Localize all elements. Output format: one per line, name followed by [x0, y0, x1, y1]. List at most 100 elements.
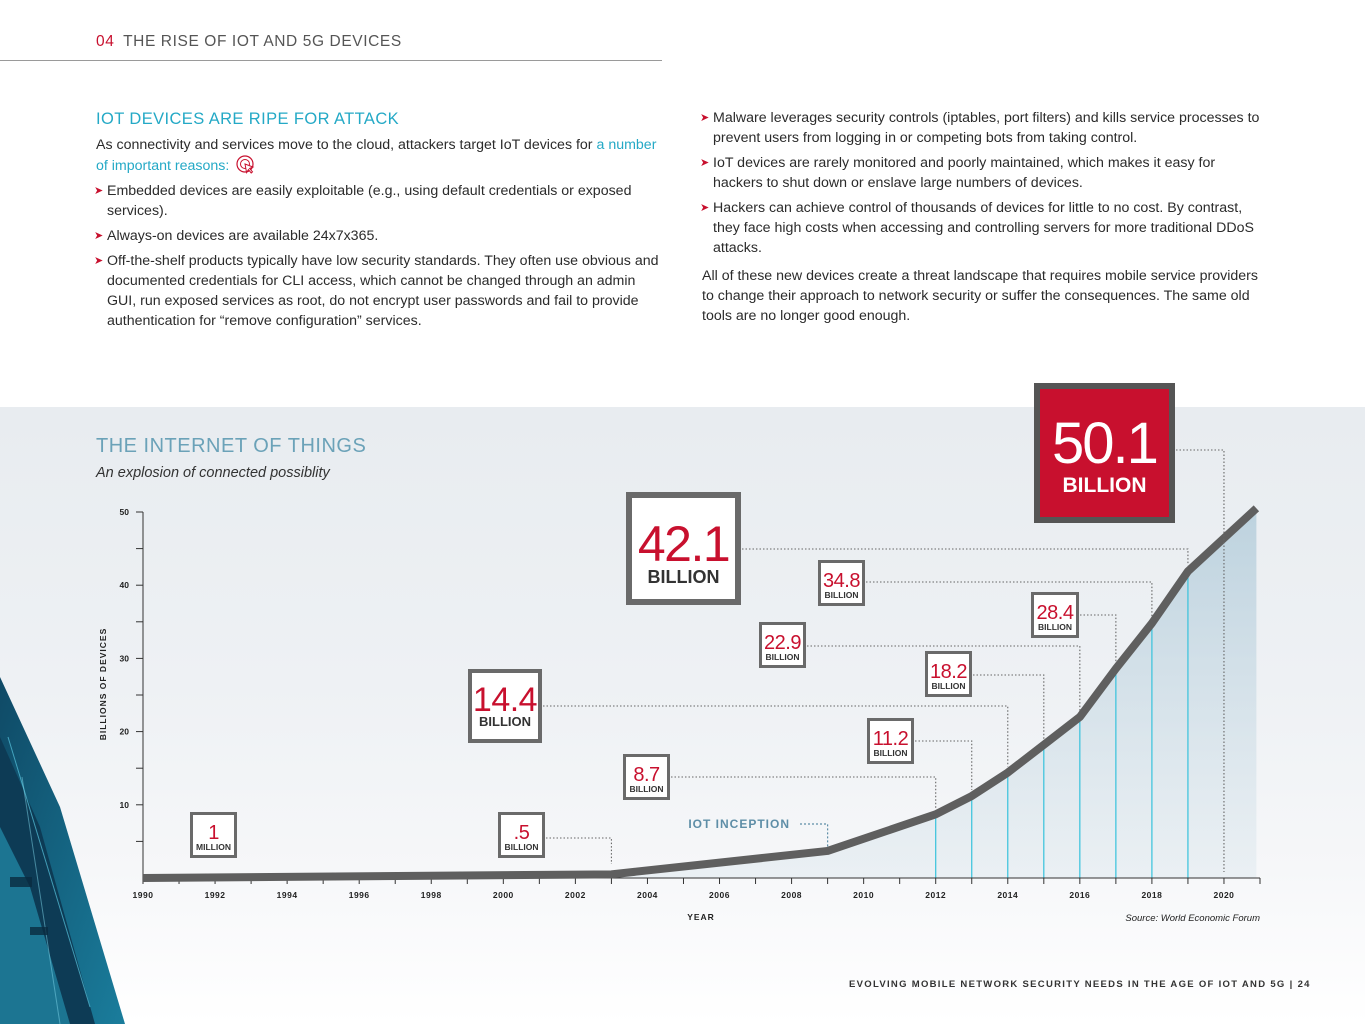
x-axis-title: YEAR	[687, 912, 715, 922]
x-tick-label: 1998	[421, 890, 442, 900]
chart-area-fill	[143, 508, 1257, 878]
callout-box	[870, 721, 911, 761]
callout-value: 28.4	[1037, 602, 1074, 624]
list-item: ➤ Always-on devices are available 24x7x36…	[94, 228, 379, 244]
bullet-arrow-icon: ➤	[94, 185, 104, 197]
reasons-link[interactable]: a number of important reasons:	[96, 137, 657, 174]
iot-inception-label: IOT INCEPTION	[688, 817, 790, 831]
callout-leader	[1176, 449, 1225, 872]
list-item: ➤ IoT devices are rarely monitored and po…	[700, 155, 1216, 191]
list-item: ➤ Embedded devices are easily exploitable…	[94, 183, 632, 219]
callout-leader	[973, 674, 1045, 739]
callout-box	[501, 815, 542, 855]
callout-box	[762, 625, 803, 665]
y-tick-label: 20	[120, 727, 130, 737]
callout-unit: BILLION	[1063, 474, 1147, 497]
x-tick-label: 2014	[997, 890, 1018, 900]
decorative-circuit-graphic	[0, 677, 125, 1024]
section-title: THE RISE OF IOT AND 5G DEVICES	[123, 33, 402, 50]
bullet-arrow-icon: ➤	[700, 202, 710, 214]
y-tick-label: 40	[120, 580, 130, 590]
y-tick-label: 10	[120, 800, 130, 810]
callout-unit: BILLION	[932, 681, 966, 691]
x-tick-label: 2020	[1214, 890, 1235, 900]
callout-leader	[866, 581, 1153, 618]
callout-leader	[543, 705, 1009, 767]
callout-leader	[1080, 614, 1117, 663]
right-column: ➤ Malware leverages security controls (ip…	[700, 108, 1268, 326]
bullet-arrow-icon: ➤	[94, 255, 104, 267]
callout-box	[928, 654, 969, 694]
callout-value: 22.9	[764, 632, 801, 654]
callout-box	[193, 815, 234, 855]
x-tick-label: 2010	[853, 890, 874, 900]
callout-box	[626, 757, 667, 797]
callout-box	[632, 498, 735, 599]
footer-separator: |	[1289, 979, 1294, 990]
intro-paragraph: As connectivity and services move to the…	[96, 135, 662, 176]
callout-value: 50.1	[1052, 411, 1157, 476]
bullet-arrow-icon: ➤	[94, 230, 104, 242]
x-tick-label: 2018	[1141, 890, 1162, 900]
x-tick-label: 2008	[781, 890, 802, 900]
x-tick-label: 1992	[205, 890, 226, 900]
x-tick-label: 1990	[133, 890, 154, 900]
page-header: 04 THE RISE OF IOT AND 5G DEVICES	[96, 33, 402, 51]
attack-heading: IOT DEVICES ARE RIPE FOR ATTACK	[96, 110, 400, 128]
callout-unit: MILLION	[196, 842, 231, 852]
x-tick-label: 2016	[1069, 890, 1090, 900]
callout-value: 34.8	[823, 570, 860, 592]
list-item: ➤ Off-the-shelf products typically have l…	[94, 253, 659, 329]
x-tick-label: 2012	[925, 890, 946, 900]
callout-value: 14.4	[473, 681, 537, 719]
x-tick-label: 2002	[565, 890, 586, 900]
callout-unit: BILLION	[505, 842, 539, 852]
section-number: 04	[96, 33, 115, 50]
x-tick-label: 2006	[709, 890, 730, 900]
callout-box	[1034, 595, 1076, 635]
callout-leader	[807, 645, 1081, 711]
x-tick-label: 2000	[493, 890, 514, 900]
callout-unit: BILLION	[1038, 622, 1072, 632]
callout-leader	[671, 776, 937, 809]
callout-box	[821, 563, 862, 603]
y-axis-title: BILLIONS OF DEVICES	[98, 628, 108, 741]
cursor-click-icon	[236, 155, 255, 174]
callout-unit: BILLION	[630, 784, 664, 794]
intro-text: As connectivity and services move to the…	[96, 137, 597, 153]
callout-box-hero	[1040, 389, 1169, 517]
callout-box	[472, 673, 538, 739]
callout-value: 1	[208, 822, 219, 844]
bullet-arrow-icon: ➤	[700, 112, 710, 124]
left-column: IOT DEVICES ARE RIPE FOR ATTACK As conne…	[94, 109, 662, 331]
page-footer: EVOLVING MOBILE NETWORK SECURITY NEEDS I…	[849, 979, 1311, 990]
callout-leader	[915, 740, 973, 791]
threats-list: ➤ Malware leverages security controls (ip…	[700, 108, 1268, 258]
bullet-arrow-icon: ➤	[700, 157, 710, 169]
y-tick-label: 30	[120, 653, 130, 663]
callout-value: 18.2	[930, 661, 967, 683]
callout-unit: BILLION	[825, 590, 859, 600]
page-number: 24	[1297, 979, 1311, 990]
callout-value: .5	[514, 822, 530, 844]
callout-value: 11.2	[873, 728, 909, 750]
x-tick-label: 1996	[349, 890, 370, 900]
callout-leader	[742, 548, 1189, 566]
callout-value: 42.1	[638, 516, 729, 572]
chart-subtitle: An explosion of connected possiblity	[96, 465, 330, 481]
footer-text: EVOLVING MOBILE NETWORK SECURITY NEEDS I…	[849, 979, 1286, 990]
iot-inception-leader	[800, 823, 829, 847]
conclusion-paragraph: All of these new devices create a threat…	[702, 268, 1258, 324]
callout-leader	[546, 837, 612, 864]
series-line	[142, 505, 1260, 882]
x-tick-label: 1994	[277, 890, 298, 900]
list-item: ➤ Hackers can achieve control of thousand…	[700, 200, 1254, 256]
list-item: ➤ Malware leverages security controls (ip…	[700, 110, 1260, 146]
callout-unit: BILLION	[648, 567, 720, 587]
callout-value: 8.7	[633, 764, 660, 786]
callout-unit: BILLION	[766, 652, 800, 662]
reasons-list: ➤ Embedded devices are easily exploitable…	[94, 181, 662, 331]
header-divider	[0, 60, 662, 61]
callout-unit: BILLION	[479, 714, 531, 729]
